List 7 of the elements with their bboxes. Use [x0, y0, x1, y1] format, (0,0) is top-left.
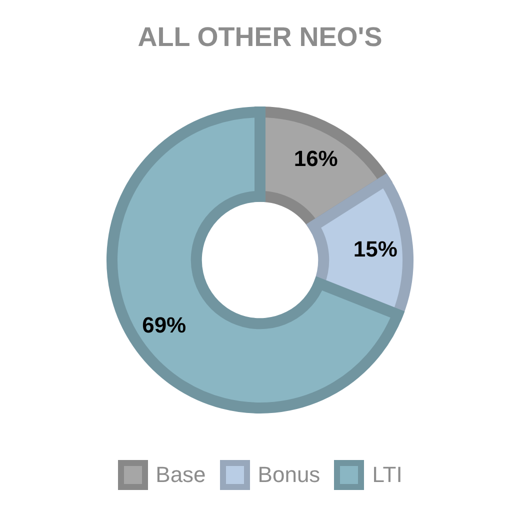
data-label: 15% — [353, 236, 398, 262]
legend-label: Base — [156, 462, 206, 488]
legend-label: Bonus — [258, 462, 320, 488]
legend-label: LTI — [372, 462, 402, 488]
data-label: 16% — [294, 146, 338, 171]
data-label: 69% — [142, 312, 186, 338]
chart-title: ALL OTHER NEO'S — [136, 22, 384, 53]
